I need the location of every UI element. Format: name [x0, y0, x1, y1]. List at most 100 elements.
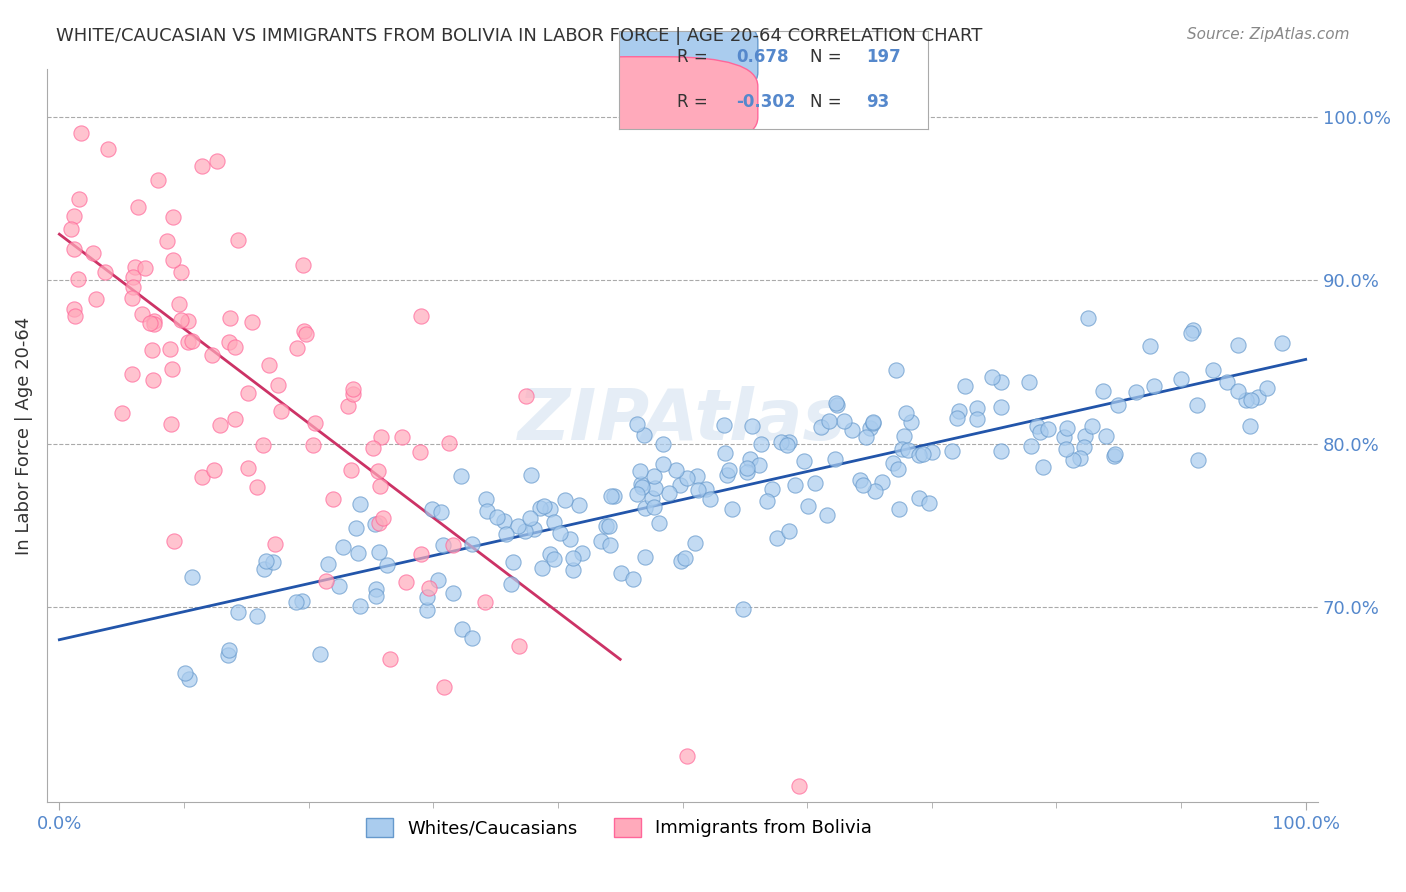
- Point: [67, 271, 90, 285]
- Point: [671, 554, 693, 568]
- Point: [796, 499, 818, 513]
- Point: [946, 411, 969, 425]
- Point: [1102, 449, 1125, 463]
- Point: [342, 387, 364, 401]
- Point: [1077, 311, 1099, 326]
- Point: [735, 461, 758, 475]
- Point: [395, 575, 418, 590]
- Point: [209, 418, 232, 433]
- Point: [177, 672, 200, 686]
- Point: [523, 522, 546, 536]
- Point: [122, 280, 145, 294]
- Point: [461, 537, 484, 551]
- Point: [316, 557, 339, 571]
- Point: [156, 234, 179, 248]
- Point: [912, 447, 935, 461]
- Point: [63, 209, 86, 223]
- Point: [361, 441, 384, 455]
- Point: [665, 463, 688, 477]
- Point: [628, 464, 651, 478]
- Point: [1271, 335, 1294, 350]
- Point: [63, 309, 86, 323]
- Point: [224, 341, 246, 355]
- Point: [810, 420, 832, 434]
- Point: [506, 519, 529, 533]
- Point: [328, 579, 350, 593]
- Point: [218, 311, 240, 326]
- Text: R =: R =: [678, 93, 713, 111]
- Point: [1234, 392, 1257, 407]
- Point: [143, 318, 166, 332]
- Point: [364, 516, 387, 531]
- Point: [651, 457, 673, 471]
- Point: [432, 538, 454, 552]
- Point: [980, 369, 1002, 384]
- Point: [884, 362, 907, 376]
- Point: [673, 551, 696, 566]
- Point: [131, 307, 153, 321]
- Point: [162, 210, 184, 224]
- Point: [769, 434, 792, 449]
- Point: [543, 516, 565, 530]
- Point: [162, 361, 184, 376]
- Point: [349, 497, 371, 511]
- Point: [882, 456, 904, 470]
- Text: 197: 197: [866, 48, 901, 66]
- Point: [778, 434, 800, 449]
- Point: [315, 574, 337, 588]
- Point: [367, 464, 389, 478]
- Point: [1216, 375, 1239, 389]
- Point: [134, 260, 156, 275]
- Point: [322, 491, 344, 506]
- Point: [804, 475, 827, 490]
- Text: -0.302: -0.302: [737, 93, 796, 111]
- Point: [205, 154, 228, 169]
- Point: [789, 779, 811, 793]
- Point: [891, 442, 914, 456]
- Point: [520, 467, 543, 482]
- Point: [626, 417, 648, 431]
- Point: [124, 260, 146, 274]
- Point: [633, 428, 655, 442]
- Point: [370, 430, 392, 444]
- Text: N =: N =: [810, 93, 848, 111]
- Point: [849, 473, 872, 487]
- Point: [1187, 398, 1209, 412]
- Point: [93, 265, 115, 279]
- Point: [371, 511, 394, 525]
- Point: [900, 415, 922, 429]
- Point: [201, 348, 224, 362]
- Point: [492, 514, 515, 528]
- Point: [59, 222, 82, 236]
- Point: [852, 478, 875, 492]
- Point: [485, 509, 508, 524]
- Point: [162, 253, 184, 268]
- Point: [695, 482, 717, 496]
- Point: [858, 420, 880, 434]
- Point: [426, 573, 449, 587]
- Point: [202, 463, 225, 477]
- Point: [148, 173, 170, 187]
- Point: [252, 438, 274, 452]
- Y-axis label: In Labor Force | Age 20-64: In Labor Force | Age 20-64: [15, 317, 32, 555]
- Point: [815, 508, 838, 522]
- Point: [121, 368, 143, 382]
- Point: [1187, 453, 1209, 467]
- Point: [236, 386, 259, 401]
- Point: [571, 545, 593, 559]
- Point: [256, 554, 278, 568]
- Point: [332, 540, 354, 554]
- Point: [1062, 452, 1084, 467]
- Point: [180, 334, 202, 348]
- Point: [648, 516, 671, 531]
- Point: [1019, 439, 1042, 453]
- Point: [1092, 384, 1115, 399]
- Point: [699, 492, 721, 507]
- Point: [344, 521, 367, 535]
- Point: [257, 358, 280, 372]
- Point: [683, 535, 706, 549]
- Point: [921, 445, 943, 459]
- Point: [908, 491, 931, 505]
- Text: 0.678: 0.678: [737, 48, 789, 66]
- Point: [391, 430, 413, 444]
